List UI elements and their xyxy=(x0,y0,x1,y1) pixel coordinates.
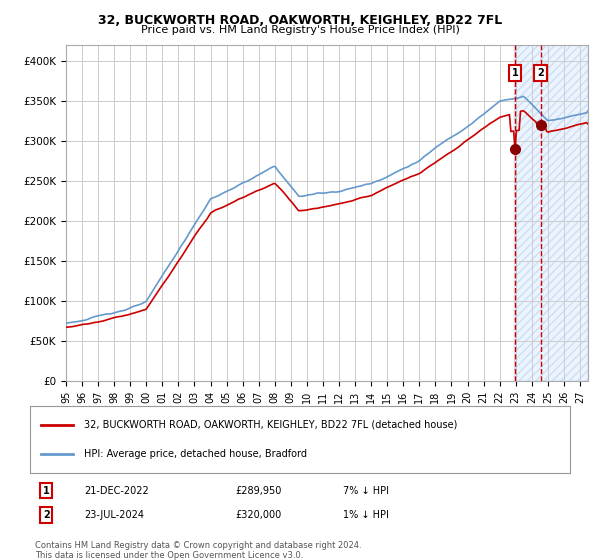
Text: Contains HM Land Registry data © Crown copyright and database right 2024.: Contains HM Land Registry data © Crown c… xyxy=(35,541,362,550)
Text: Price paid vs. HM Land Registry's House Price Index (HPI): Price paid vs. HM Land Registry's House … xyxy=(140,25,460,35)
Text: 21-DEC-2022: 21-DEC-2022 xyxy=(84,486,149,496)
Text: 2: 2 xyxy=(537,68,544,78)
Text: 1: 1 xyxy=(43,486,50,496)
Text: 2: 2 xyxy=(43,510,50,520)
Text: HPI: Average price, detached house, Bradford: HPI: Average price, detached house, Brad… xyxy=(84,449,307,459)
Text: 1% ↓ HPI: 1% ↓ HPI xyxy=(343,510,389,520)
Text: £289,950: £289,950 xyxy=(235,486,281,496)
Text: 23-JUL-2024: 23-JUL-2024 xyxy=(84,510,144,520)
Text: 7% ↓ HPI: 7% ↓ HPI xyxy=(343,486,389,496)
Text: 1: 1 xyxy=(512,68,518,78)
Text: £320,000: £320,000 xyxy=(235,510,281,520)
Text: 32, BUCKWORTH ROAD, OAKWORTH, KEIGHLEY, BD22 7FL: 32, BUCKWORTH ROAD, OAKWORTH, KEIGHLEY, … xyxy=(98,14,502,27)
Text: 32, BUCKWORTH ROAD, OAKWORTH, KEIGHLEY, BD22 7FL (detached house): 32, BUCKWORTH ROAD, OAKWORTH, KEIGHLEY, … xyxy=(84,420,457,430)
Text: This data is licensed under the Open Government Licence v3.0.: This data is licensed under the Open Gov… xyxy=(35,551,304,560)
